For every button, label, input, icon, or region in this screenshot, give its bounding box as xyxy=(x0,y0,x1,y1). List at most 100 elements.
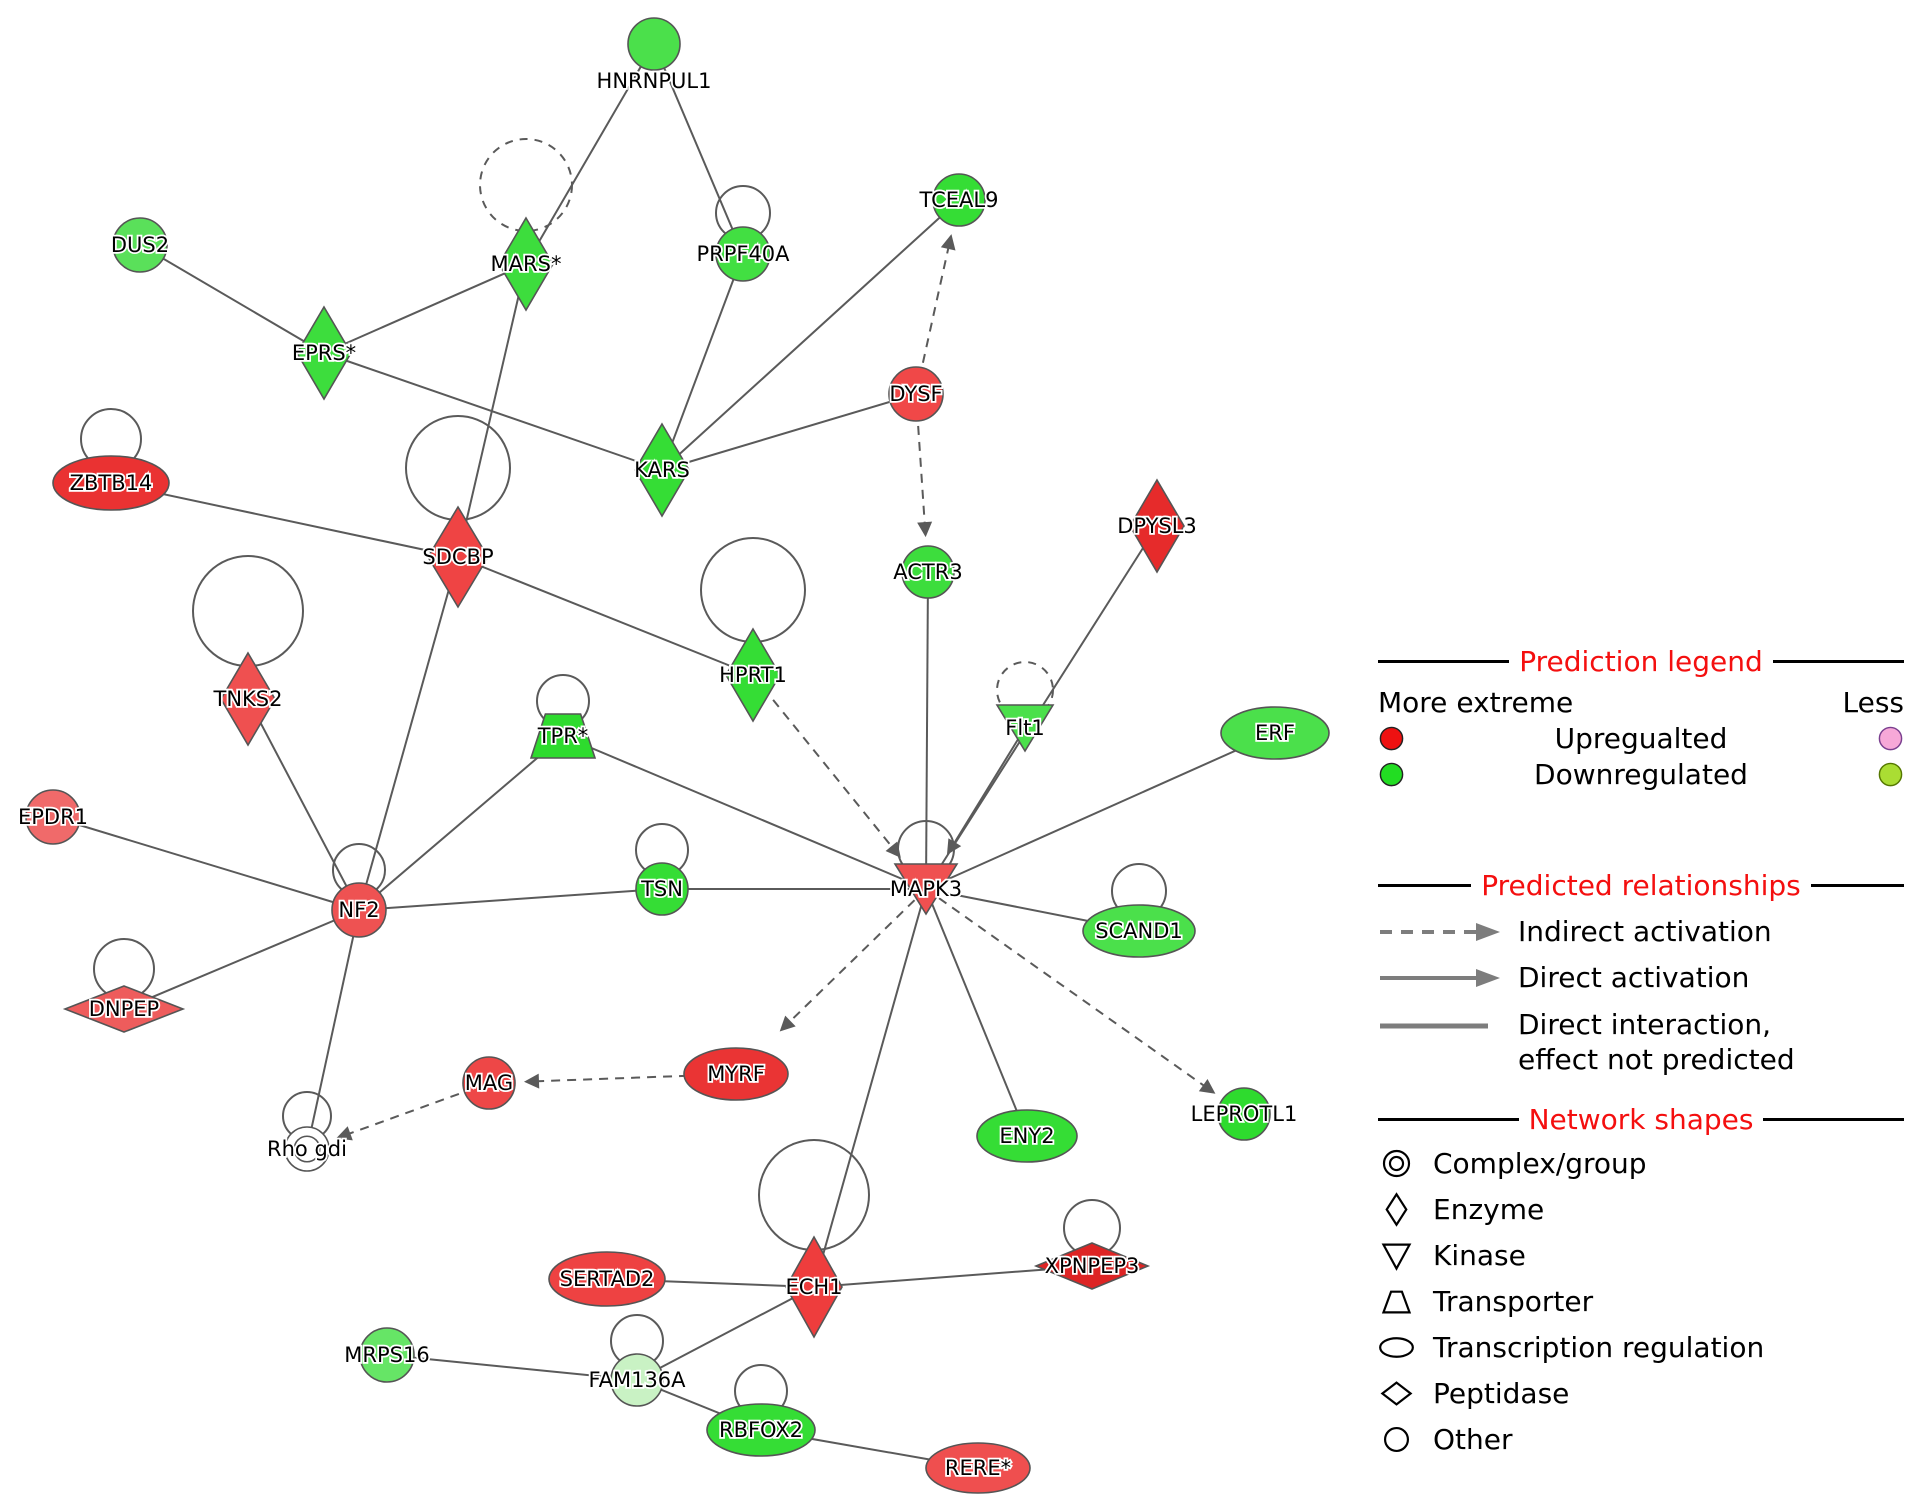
node-label-SDCBP: SDCBP xyxy=(422,545,493,569)
divider-line xyxy=(1772,660,1904,663)
node-EPDR1 xyxy=(25,789,81,845)
network-shapes-header: Network shapes xyxy=(1378,1103,1905,1136)
node-label-ERF: ERF xyxy=(1255,721,1295,745)
downregulated-less-swatch-icon xyxy=(1878,762,1903,787)
solid-line-icon xyxy=(1380,1023,1488,1029)
peptidase-icon xyxy=(1380,1381,1413,1406)
node-label-TNKS2: TNKS2 xyxy=(213,687,283,711)
node-label-ENY2: ENY2 xyxy=(999,1124,1054,1148)
divider-line xyxy=(1763,1118,1905,1121)
edge-SDCBP-NF2 xyxy=(358,556,459,911)
legend-panel: Prediction legend More extreme Less Upre… xyxy=(1378,645,1905,1458)
downregulated-label: Downregulated xyxy=(1534,758,1748,791)
node-SCAND1 xyxy=(1082,904,1196,958)
node-label-EPDR1: EPDR1 xyxy=(18,805,88,829)
node-label-TCEAL9: TCEAL9 xyxy=(919,188,999,212)
complex-group-icon xyxy=(1382,1149,1411,1178)
node-layer xyxy=(25,17,1330,1494)
edge-KARS-DYSF xyxy=(661,393,917,471)
more-extreme-label: More extreme xyxy=(1378,686,1574,719)
node-TSN xyxy=(635,862,689,916)
node-HPRT1 xyxy=(725,627,781,723)
node-ACTR3 xyxy=(901,545,955,599)
edge-TNKS2-NF2 xyxy=(247,698,360,911)
legend-item-kinase: Kinase xyxy=(1378,1237,1904,1274)
transporter-label: Transporter xyxy=(1433,1285,1594,1318)
node-label-SCAND1: SCAND1 xyxy=(1095,919,1183,943)
direct-interaction-label-line2: effect not predicted xyxy=(1518,1043,1795,1076)
node-label-MARS: MARS* xyxy=(491,252,562,276)
edge-ZBTB14-SDCBP xyxy=(110,482,459,558)
edge-DUS2-EPRS xyxy=(139,244,325,354)
other-label: Other xyxy=(1433,1423,1513,1456)
node-SERTAD2 xyxy=(548,1251,666,1307)
transcription-regulation-icon xyxy=(1379,1337,1414,1358)
node-label-HPRT1: HPRT1 xyxy=(719,663,787,687)
node-MRPS16 xyxy=(359,1327,415,1383)
direct-activation-label: Direct activation xyxy=(1518,961,1750,994)
node-label-DYSF: DYSF xyxy=(889,382,942,406)
self-loop-HPRT1 xyxy=(700,537,806,643)
node-DYSF xyxy=(888,366,944,422)
node-Flt1 xyxy=(995,704,1055,753)
relationships-title: Predicted relationships xyxy=(1481,869,1801,902)
transcription-regulation-label: Transcription regulation xyxy=(1433,1331,1765,1364)
enzyme-icon xyxy=(1385,1192,1408,1227)
edge-DNPEP-NF2 xyxy=(123,909,360,1010)
less-label: Less xyxy=(1842,686,1904,719)
edge-TPR-MAPK3 xyxy=(562,735,927,890)
divider-line xyxy=(1378,1118,1519,1121)
edge-EPRS-KARS xyxy=(323,352,663,471)
node-label-KARS: KARS xyxy=(634,458,690,482)
node-ERF xyxy=(1220,706,1330,760)
edge-Flt1-MAPK3 xyxy=(946,727,1026,855)
legend-item-transporter: Transporter xyxy=(1378,1283,1904,1320)
node-SDCBP xyxy=(427,505,489,609)
edge-NF2-TSN xyxy=(358,888,663,911)
node-TCEAL9 xyxy=(932,173,986,227)
edge-ACTR3-MAPK3 xyxy=(925,571,929,890)
node-label-NF2: NF2 xyxy=(338,898,379,922)
edge-MAPK3-ECH1 xyxy=(813,888,927,1288)
node-LEPROTL1 xyxy=(1217,1087,1271,1141)
legend-item-complex-group: Complex/group xyxy=(1378,1145,1904,1182)
edge-PRPF40A-KARS xyxy=(661,253,744,471)
node-HNRNPUL1 xyxy=(627,17,681,71)
direct-activation-row: Direct activation xyxy=(1378,961,1904,994)
upregulated-row: Upregualted xyxy=(1378,722,1904,755)
node-DNPEP xyxy=(62,985,186,1033)
node-label-FAM136A: FAM136A xyxy=(588,1368,686,1392)
upregulated-less-swatch-icon xyxy=(1878,726,1903,751)
node-label-MAG: MAG xyxy=(465,1071,513,1095)
node-label-PRPF40A: PRPF40A xyxy=(696,242,790,266)
node-MAPK3 xyxy=(893,863,959,916)
legend-item-peptidase: Peptidase xyxy=(1378,1375,1904,1412)
transporter-icon xyxy=(1381,1290,1412,1314)
node-MAG xyxy=(462,1056,516,1110)
divider-line xyxy=(1810,884,1905,887)
node-label-TSN: TSN xyxy=(640,877,683,901)
node-label-Flt1: Flt1 xyxy=(1005,716,1045,740)
node-RBFOX2 xyxy=(706,1403,816,1457)
edge-HNRNPUL1-MARS xyxy=(525,43,655,265)
node-TPR xyxy=(529,713,597,759)
self-loop-layer xyxy=(80,138,1167,1418)
node-RhoGdi xyxy=(284,1126,330,1172)
legend-item-transcription-regulation: Transcription regulation xyxy=(1378,1329,1904,1366)
indirect-activation-row: Indirect activation xyxy=(1378,915,1904,948)
node-RERE xyxy=(925,1442,1031,1494)
dashed-arrow-icon xyxy=(1380,922,1500,941)
edge-HNRNPUL1-PRPF40A xyxy=(653,43,744,255)
edge-MAPK3-MYRF xyxy=(779,888,927,1032)
edge-MAPK3-ENY2 xyxy=(925,888,1028,1137)
indirect-activation-label: Indirect activation xyxy=(1518,915,1772,948)
node-label-DPYSL3: DPYSL3 xyxy=(1117,514,1197,538)
direct-interaction-row: Direct interaction, effect not predicted xyxy=(1378,1007,1904,1077)
node-label-RhoGdi: Rho gdi xyxy=(267,1137,347,1161)
legend-item-enzyme: Enzyme xyxy=(1378,1191,1904,1228)
edge-MARS-SDCBP xyxy=(457,263,527,558)
edge-ECH1-FAM136A xyxy=(636,1286,815,1381)
node-KARS xyxy=(634,422,690,518)
